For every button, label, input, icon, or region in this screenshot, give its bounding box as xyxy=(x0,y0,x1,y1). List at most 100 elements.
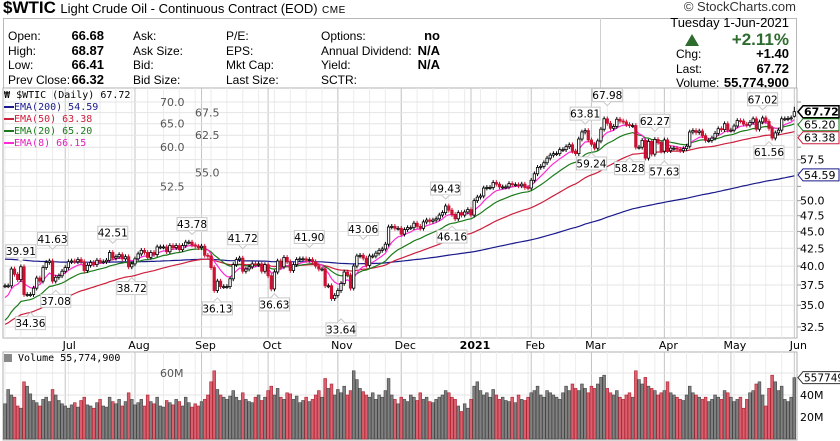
candle-body xyxy=(314,261,318,267)
price-annotation: 37.08 xyxy=(40,289,72,308)
candle-body xyxy=(393,225,397,229)
info-label-eps: EPS: xyxy=(226,43,254,58)
candle-body xyxy=(700,130,705,137)
volume-bar xyxy=(592,388,597,440)
candle-body xyxy=(748,121,752,126)
volume-bar xyxy=(212,370,216,440)
annotation-label: 43.06 xyxy=(348,224,378,236)
y-tick-label: 62.5 xyxy=(195,129,220,142)
volume-bar xyxy=(653,390,657,440)
candle-body xyxy=(691,130,695,133)
y-tick-label: 42.5 xyxy=(800,242,825,255)
volume-bar xyxy=(453,399,457,440)
volume-bar xyxy=(38,405,42,440)
annotation-pointer xyxy=(51,289,61,295)
candle-body xyxy=(101,261,105,264)
annotation-label: 38.72 xyxy=(117,283,147,295)
volume-bar xyxy=(209,381,213,440)
candle-body xyxy=(643,140,647,159)
volume-bar xyxy=(659,392,663,440)
candle-body xyxy=(444,205,448,214)
quote-info-box xyxy=(3,18,797,88)
volume-bar xyxy=(101,405,105,440)
candle-body xyxy=(317,265,321,270)
x-tick-label: Feb xyxy=(525,339,544,352)
chart-title: $WTIC Light Crude Oil - Continuous Contr… xyxy=(3,0,346,18)
summary-value-last: 67.72 xyxy=(756,60,789,76)
price-tag-label: 54.59 xyxy=(804,169,836,182)
volume-bar xyxy=(621,399,625,440)
candle-body xyxy=(108,252,112,261)
volume-bar xyxy=(196,405,201,440)
annotation-pointer xyxy=(650,126,660,133)
candle-body xyxy=(653,139,657,155)
volume-bar xyxy=(745,399,749,440)
annotation-pointer xyxy=(26,311,35,317)
candle-body xyxy=(447,205,451,211)
candle-body xyxy=(554,153,559,156)
legend-ema200: EMA(200) 54.59 xyxy=(4,102,130,114)
y-tick-label: 52.5 xyxy=(160,180,185,193)
candle-body xyxy=(608,122,613,129)
candle-body xyxy=(539,165,543,168)
volume-bar xyxy=(580,383,584,440)
volume-bar xyxy=(656,394,660,440)
volume-bar xyxy=(469,399,473,440)
volume-bar xyxy=(779,385,784,440)
x-tick-label: Mar xyxy=(585,339,606,352)
volume-bar xyxy=(767,388,771,440)
x-tick-label: Aug xyxy=(128,339,149,352)
candle-body xyxy=(352,265,356,289)
quote-date: Tuesday 1-Jun-2021 xyxy=(670,15,789,30)
volume-bar xyxy=(443,390,448,440)
info-label-pe: P/E: xyxy=(226,29,249,43)
candle-body xyxy=(713,132,717,139)
candle-body xyxy=(659,141,663,152)
annotation-pointer xyxy=(758,105,767,111)
annotation-label: 63.81 xyxy=(570,109,600,121)
candle-body xyxy=(574,150,578,155)
price-tag-box xyxy=(797,168,840,182)
volume-bar xyxy=(497,399,502,440)
candle-body xyxy=(38,277,42,282)
candle-body xyxy=(279,260,283,268)
candle-body xyxy=(288,261,292,271)
summary-value-volume: 55,774,900 xyxy=(723,75,789,90)
candle-body xyxy=(669,147,673,152)
candle-body xyxy=(529,179,533,189)
candle-body xyxy=(466,209,470,213)
candle-body xyxy=(735,120,739,127)
candle-body xyxy=(348,274,353,289)
candle-body xyxy=(383,243,388,250)
info-label-lastsize: Last Size: xyxy=(226,72,279,87)
candle-body xyxy=(291,264,296,271)
volume-bar xyxy=(722,390,727,440)
price-annotation: 63.81 xyxy=(569,106,601,125)
y-tick-label: 35.0 xyxy=(800,299,825,312)
candle-body xyxy=(73,260,77,263)
candle-body xyxy=(165,246,169,253)
exchange: CME xyxy=(322,5,346,16)
volume-bar xyxy=(104,406,109,440)
annotation-label: 41.63 xyxy=(38,234,68,246)
candle-body xyxy=(678,148,682,152)
candle-body xyxy=(504,186,508,189)
candle-body xyxy=(329,285,334,300)
candle-body xyxy=(199,245,204,249)
volume-bar xyxy=(675,396,679,440)
y-tick-label: 37.5 xyxy=(800,279,825,292)
candle-body xyxy=(548,154,552,159)
candle-body xyxy=(719,128,724,131)
annotation-pointer xyxy=(441,194,450,200)
annotation-pointer xyxy=(580,119,590,125)
candle-body xyxy=(621,120,625,123)
annotation-pointer xyxy=(764,140,774,147)
volume-bar xyxy=(114,403,118,440)
volume-bar xyxy=(92,407,96,440)
candle-body xyxy=(624,121,628,126)
candle-body xyxy=(241,257,245,272)
candle-body xyxy=(761,117,765,123)
volume-bar xyxy=(520,399,524,440)
volume-bar xyxy=(554,396,559,440)
volume-bar xyxy=(732,401,736,440)
